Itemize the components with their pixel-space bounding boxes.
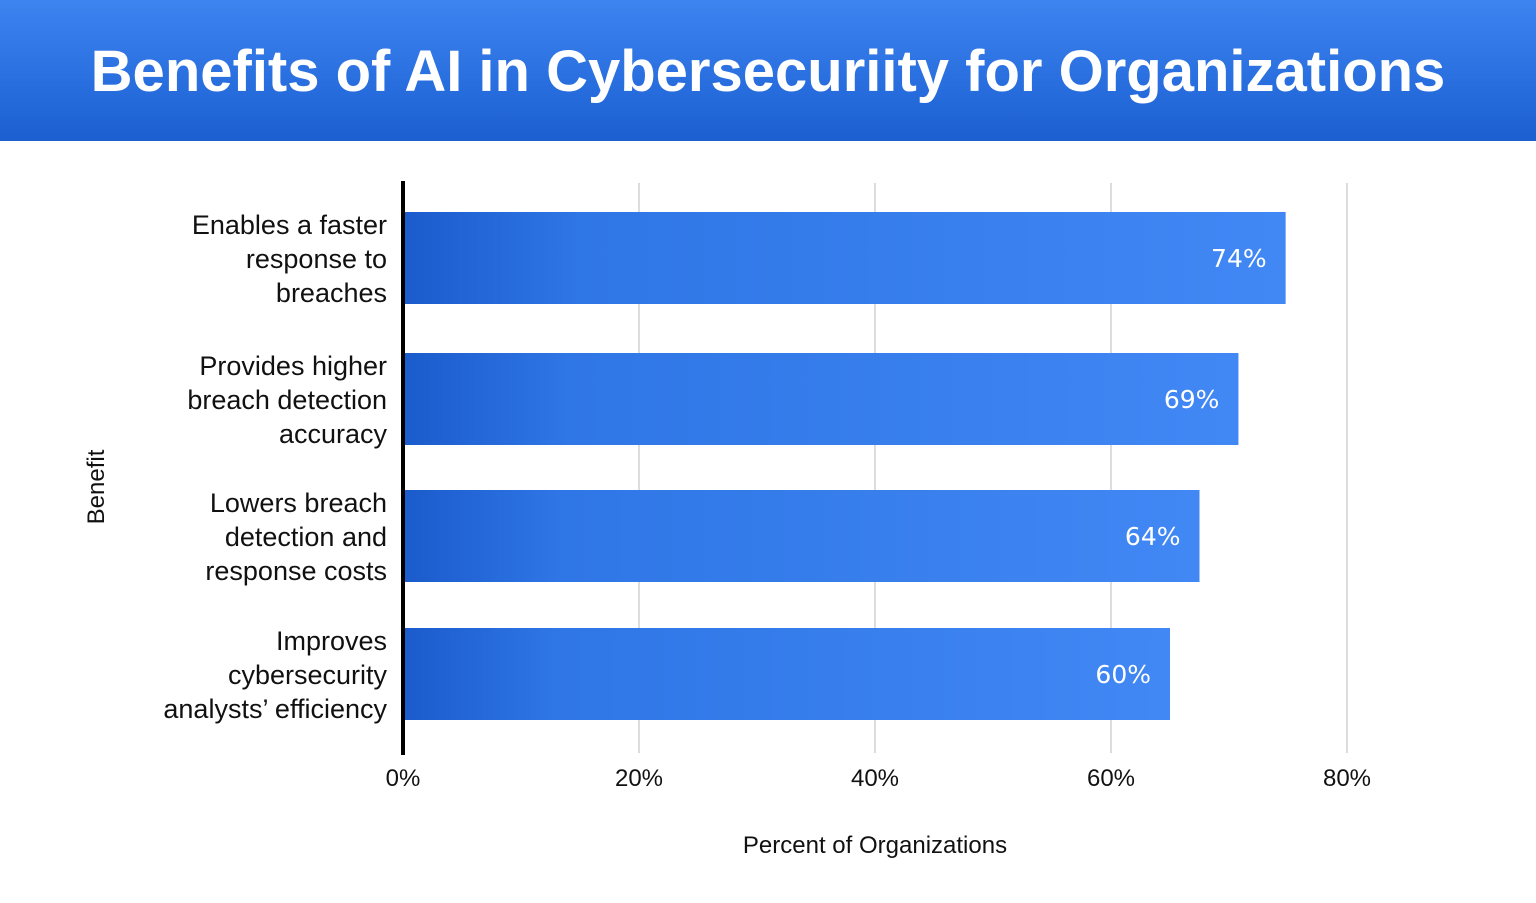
category-label: accuracy xyxy=(279,419,388,449)
category-label: Enables a faster xyxy=(192,210,387,240)
category-label: breach detection xyxy=(187,385,387,415)
category-label: analysts’ efficiency xyxy=(163,694,387,724)
data-label: 64% xyxy=(1125,522,1181,551)
category-label: Provides higher xyxy=(199,351,387,381)
category-label: breaches xyxy=(276,278,387,308)
y-axis-title: Benefit xyxy=(83,449,110,524)
category-label: detection and xyxy=(225,522,387,552)
bar xyxy=(403,628,1170,720)
category-label: response costs xyxy=(205,556,387,586)
category-label: Lowers breach xyxy=(210,488,387,518)
category-label: response to xyxy=(246,244,387,274)
x-tick-label: 60% xyxy=(1087,765,1135,792)
category-label: cybersecurity xyxy=(228,660,388,690)
category-label: Improves xyxy=(276,626,387,656)
x-tick-label: 0% xyxy=(386,765,421,792)
x-tick-label: 20% xyxy=(615,765,663,792)
x-tick-label: 40% xyxy=(851,765,899,792)
title-banner: Benefits of AI in Cybersecuriity for Org… xyxy=(0,0,1536,141)
data-label: 69% xyxy=(1164,385,1220,414)
x-tick-label: 80% xyxy=(1323,765,1371,792)
bar xyxy=(403,490,1200,582)
x-axis-title: Percent of Organizations xyxy=(743,832,1007,859)
bar xyxy=(403,353,1239,445)
data-label: 60% xyxy=(1095,660,1151,689)
chart-title: Benefits of AI in Cybersecuriity for Org… xyxy=(90,39,1446,104)
bar xyxy=(403,212,1286,304)
data-label: 74% xyxy=(1211,244,1267,273)
